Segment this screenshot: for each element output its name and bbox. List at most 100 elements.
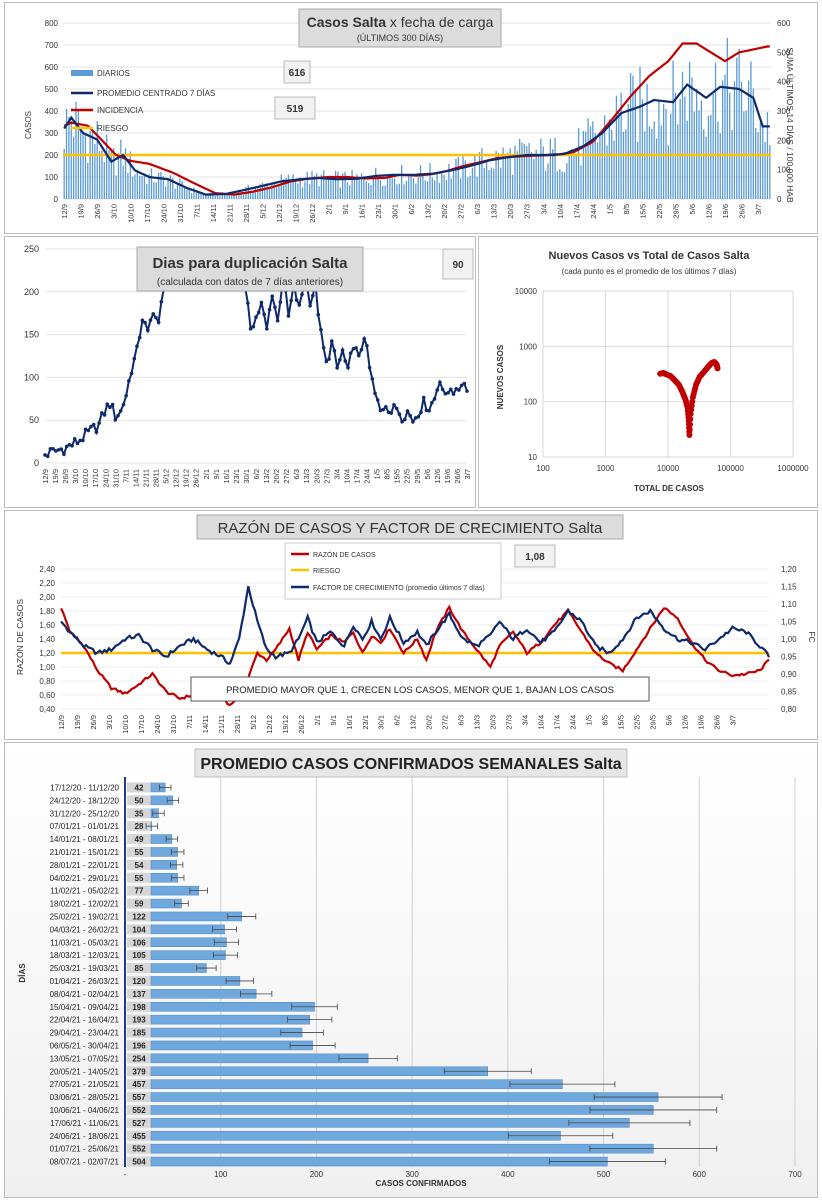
razon-xtick: 15/5 xyxy=(617,715,626,730)
casos-daily-bar xyxy=(190,193,193,199)
nuevos-title: Nuevos Casos vs Total de Casos Salta xyxy=(549,250,751,262)
casos-daily-bar xyxy=(493,168,495,199)
panel-duplicacion: 0 50 100 150 200 250 12/9 19/9 26/9 3/10 10/10 17/… xyxy=(4,236,476,508)
casos-xtick: 13/2 xyxy=(424,204,433,219)
semanales-category: 11/03/21 - 05/03/21 xyxy=(50,938,119,947)
duplicacion-xtick: 20/3 xyxy=(312,469,321,484)
semanales-value-label: 54 xyxy=(135,861,144,870)
casos-daily-bar xyxy=(117,152,120,199)
casos-daily-bar xyxy=(403,184,405,199)
duplicacion-point xyxy=(273,305,277,310)
casos-daily-bar xyxy=(707,115,710,199)
razon-xtick: 26/9 xyxy=(89,715,98,730)
duplicacion-point xyxy=(384,404,388,409)
duplicacion-point xyxy=(340,348,345,352)
razon-xtick: 26/6 xyxy=(712,715,721,730)
casos-daily-bar xyxy=(721,80,724,199)
nuevos-point xyxy=(686,431,693,438)
casos-daily-bar xyxy=(436,172,438,199)
casos-daily-bar xyxy=(280,174,282,199)
semanales-category: 31/12/20 - 25/12/20 xyxy=(50,809,120,818)
casos-ytick: 300 xyxy=(45,129,59,138)
duplicacion-point xyxy=(78,438,82,443)
casos-daily-bar xyxy=(580,165,582,199)
callout-519: 519 xyxy=(287,104,304,115)
casos-daily-bar xyxy=(252,192,254,199)
casos-daily-bar xyxy=(559,169,561,199)
casos-daily-bar xyxy=(139,175,141,199)
semanales-category: 08/07/21 - 02/07/21 xyxy=(50,1158,120,1167)
semanales-value-label: 527 xyxy=(132,1119,146,1128)
duplicacion-xtick: 12/9 xyxy=(41,469,50,484)
duplicacion-point xyxy=(124,393,128,398)
duplicacion-point xyxy=(156,320,161,325)
casos-xtick: 5/12 xyxy=(258,204,267,219)
razon-ytick: 0,60 xyxy=(39,691,55,700)
semanales-category: 13/05/21 - 07/05/21 xyxy=(50,1054,120,1063)
duplicacion-point xyxy=(48,447,53,451)
casos-xtick: 14/11 xyxy=(209,204,218,222)
duplicacion-point xyxy=(294,298,299,302)
casos-daily-bar xyxy=(478,152,481,199)
razon-xtick: 19/12 xyxy=(281,715,290,734)
casos-xtick: 20/3 xyxy=(506,204,515,219)
semanales-value-label: 455 xyxy=(132,1132,146,1141)
duplicacion-point xyxy=(381,407,385,412)
duplicacion-point xyxy=(129,371,134,376)
casos-daily-bar xyxy=(629,72,632,199)
casos-xtick: 2/1 xyxy=(325,204,334,214)
semanales-value-label: 552 xyxy=(132,1106,146,1115)
semanales-value-box xyxy=(127,911,151,922)
semanales-category: 08/04/21 - 02/04/21 xyxy=(50,990,120,999)
razon-xtick: 24/10 xyxy=(153,715,162,734)
casos-daily-bar xyxy=(63,148,65,199)
casos-daily-bar xyxy=(318,186,320,199)
casos-daily-bar xyxy=(429,163,431,199)
semanales-xtick: 200 xyxy=(310,1170,324,1179)
nuevos-xtick: 1000 xyxy=(597,464,615,473)
casos-xtick: 12/9 xyxy=(60,204,69,219)
razon-legend: RAZÓN DE CASOS RIESGO FACTOR DE CRECIMIE… xyxy=(284,542,502,600)
razon-xtick: 23/1 xyxy=(361,715,370,730)
callout-108-box xyxy=(514,544,556,568)
casos-daily-bar xyxy=(483,167,485,199)
casos-daily-bar xyxy=(134,174,136,199)
casos-daily-bar xyxy=(278,185,280,199)
duplicacion-point xyxy=(251,324,256,329)
casos-daily-bar xyxy=(396,184,398,199)
casos-daily-bar xyxy=(672,60,674,200)
duplicacion-xtick: 10/4 xyxy=(342,469,351,484)
duplicacion-point xyxy=(365,343,369,348)
duplicacion-point xyxy=(116,413,120,418)
duplicacion-point xyxy=(137,335,142,340)
casos-daily-bar xyxy=(70,120,72,199)
duplicacion-ytick: 150 xyxy=(24,330,39,340)
duplicacion-point xyxy=(67,442,72,447)
callout-108: 1,08 xyxy=(525,552,545,563)
semanales-category: 07/01/21 - 01/01/21 xyxy=(50,822,120,831)
casos-daily-bar xyxy=(462,154,464,199)
callout-616: 616 xyxy=(289,68,306,79)
casos-daily-bar xyxy=(455,158,457,199)
nuevos-point xyxy=(687,416,694,423)
casos-daily-bar xyxy=(330,176,332,199)
casos-daily-bar xyxy=(731,129,733,199)
duplicacion-point xyxy=(427,408,431,413)
duplicacion-point xyxy=(311,293,315,298)
duplicacion-point xyxy=(362,337,367,341)
casos-xtick: 26/9 xyxy=(93,204,102,219)
duplicacion-xtick: 19/9 xyxy=(51,469,60,484)
duplicacion-xtick: 21/11 xyxy=(141,469,150,487)
casos-xtick: 5/6 xyxy=(688,204,697,214)
casos-daily-bar xyxy=(131,176,134,199)
casos-daily-bar xyxy=(606,145,608,199)
casos-daily-bar xyxy=(160,171,162,199)
duplicacion-point xyxy=(356,353,361,358)
casos-title: Casos Salta x fecha de carga xyxy=(307,14,494,30)
semanales-bar xyxy=(150,1002,315,1012)
semanales-chart: 17/12/20 - 11/12/20 42 24/12/20 - 18/12/20… xyxy=(18,748,802,1188)
casos-daily-bar xyxy=(726,38,728,199)
casos-daily-bar xyxy=(547,163,549,199)
duplicacion-point xyxy=(348,351,353,355)
casos-daily-bar xyxy=(549,138,551,199)
